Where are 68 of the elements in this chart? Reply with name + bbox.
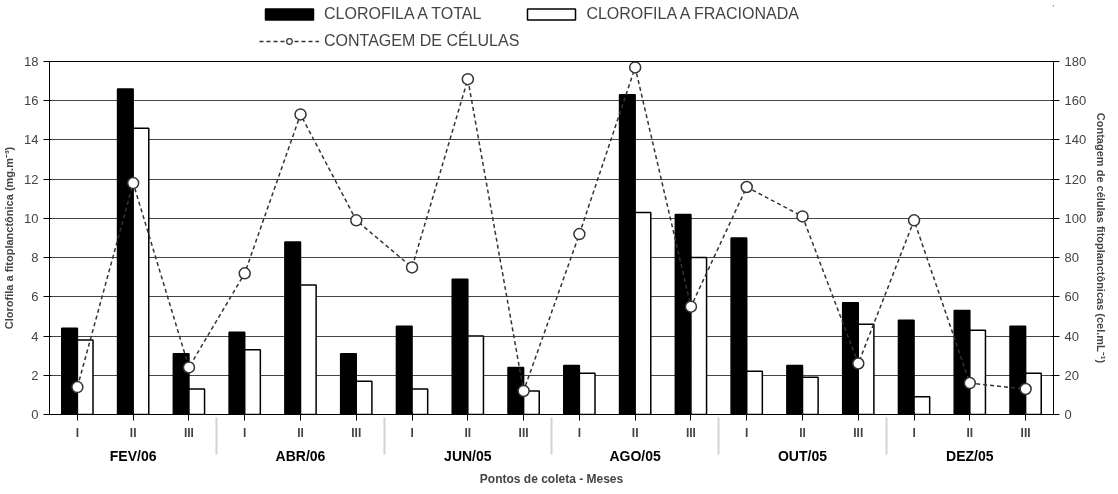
x-tick-label: I (410, 425, 414, 440)
y2-tick-label: 140 (1064, 132, 1087, 148)
x-tick-label: III (351, 425, 362, 440)
y2-tick-label: 100 (1064, 210, 1087, 226)
point (182, 361, 196, 374)
y2-axis-title: Contagem de células fitoplanctônicas (cel.mL⁻¹) (1095, 112, 1108, 364)
text: JUN/05 (444, 447, 492, 464)
point (573, 227, 586, 241)
y-axis-title: Clorofila a fitoplanctônica (mg.m⁻³) (3, 146, 16, 330)
y-tick-label: 0 (31, 407, 39, 422)
x-tick-label: I (243, 425, 247, 440)
x-tick-label: III (183, 425, 194, 440)
x-tick-label: II (631, 425, 639, 440)
point (963, 376, 977, 390)
text: FEV/06 (109, 447, 157, 464)
y2-tick-label: 20 (1064, 367, 1079, 383)
y2-tick-label: 40 (1064, 328, 1079, 344)
x-tick-label: I (745, 425, 749, 440)
point (517, 384, 530, 398)
point (350, 214, 363, 227)
point (405, 261, 419, 274)
y2-tick-label: 80 (1064, 250, 1079, 266)
point (628, 61, 642, 74)
y2-tick-label: 0 (1064, 407, 1072, 422)
point (684, 300, 698, 313)
y2-tick-label: 120 (1064, 171, 1087, 187)
y-tick-label: 8 (31, 250, 39, 266)
point (796, 210, 809, 223)
x-tick-label: II (799, 425, 806, 440)
x-tick-label: I (75, 425, 80, 440)
point (852, 357, 865, 370)
x-tick-label: III (685, 425, 696, 440)
x-tick-label: I (577, 425, 582, 440)
text: ABR/06 (275, 447, 326, 464)
x-tick-label: II (464, 425, 472, 440)
text: AGO/05 (609, 447, 662, 464)
point (71, 380, 84, 394)
y-tick-label: 6 (31, 289, 39, 305)
y-tick-label: 16 (24, 93, 39, 109)
x-tick-label: III (1020, 425, 1031, 440)
x-tick-label: II (129, 425, 137, 440)
x-axis-title: Pontos de coleta - Meses (479, 471, 624, 486)
y-tick-label: 12 (24, 171, 39, 187)
y-tick-label: 18 (24, 54, 39, 69)
point (294, 108, 307, 121)
y-tick-label: 4 (31, 328, 39, 344)
point (1019, 382, 1032, 396)
x-tick-label: III (853, 425, 864, 440)
point (238, 267, 251, 280)
y2-tick-label: 180 (1064, 54, 1087, 69)
point (126, 176, 140, 190)
x-tick-label: II (966, 425, 974, 440)
y2-tick-label: 60 (1064, 289, 1079, 305)
point (907, 214, 921, 227)
y2-tick-label: 160 (1064, 93, 1087, 109)
point (461, 72, 475, 86)
y-tick-label: 2 (31, 367, 39, 383)
legend-label: CLOROFILA A TOTAL (324, 5, 482, 23)
point (740, 180, 753, 194)
x-tick-label: III (518, 425, 529, 440)
text: OUT/05 (777, 447, 828, 464)
y-tick-label: 10 (24, 210, 39, 226)
y-tick-label: 14 (24, 132, 39, 148)
legend-label: CONTAGEM DE CÉLULAS (324, 32, 520, 50)
text: DEZ/05 (946, 447, 994, 464)
legend-label: CLOROFILA A FRACIONADA (586, 5, 799, 23)
x-tick-label: I (912, 425, 916, 440)
x-tick-label: II (297, 425, 304, 440)
